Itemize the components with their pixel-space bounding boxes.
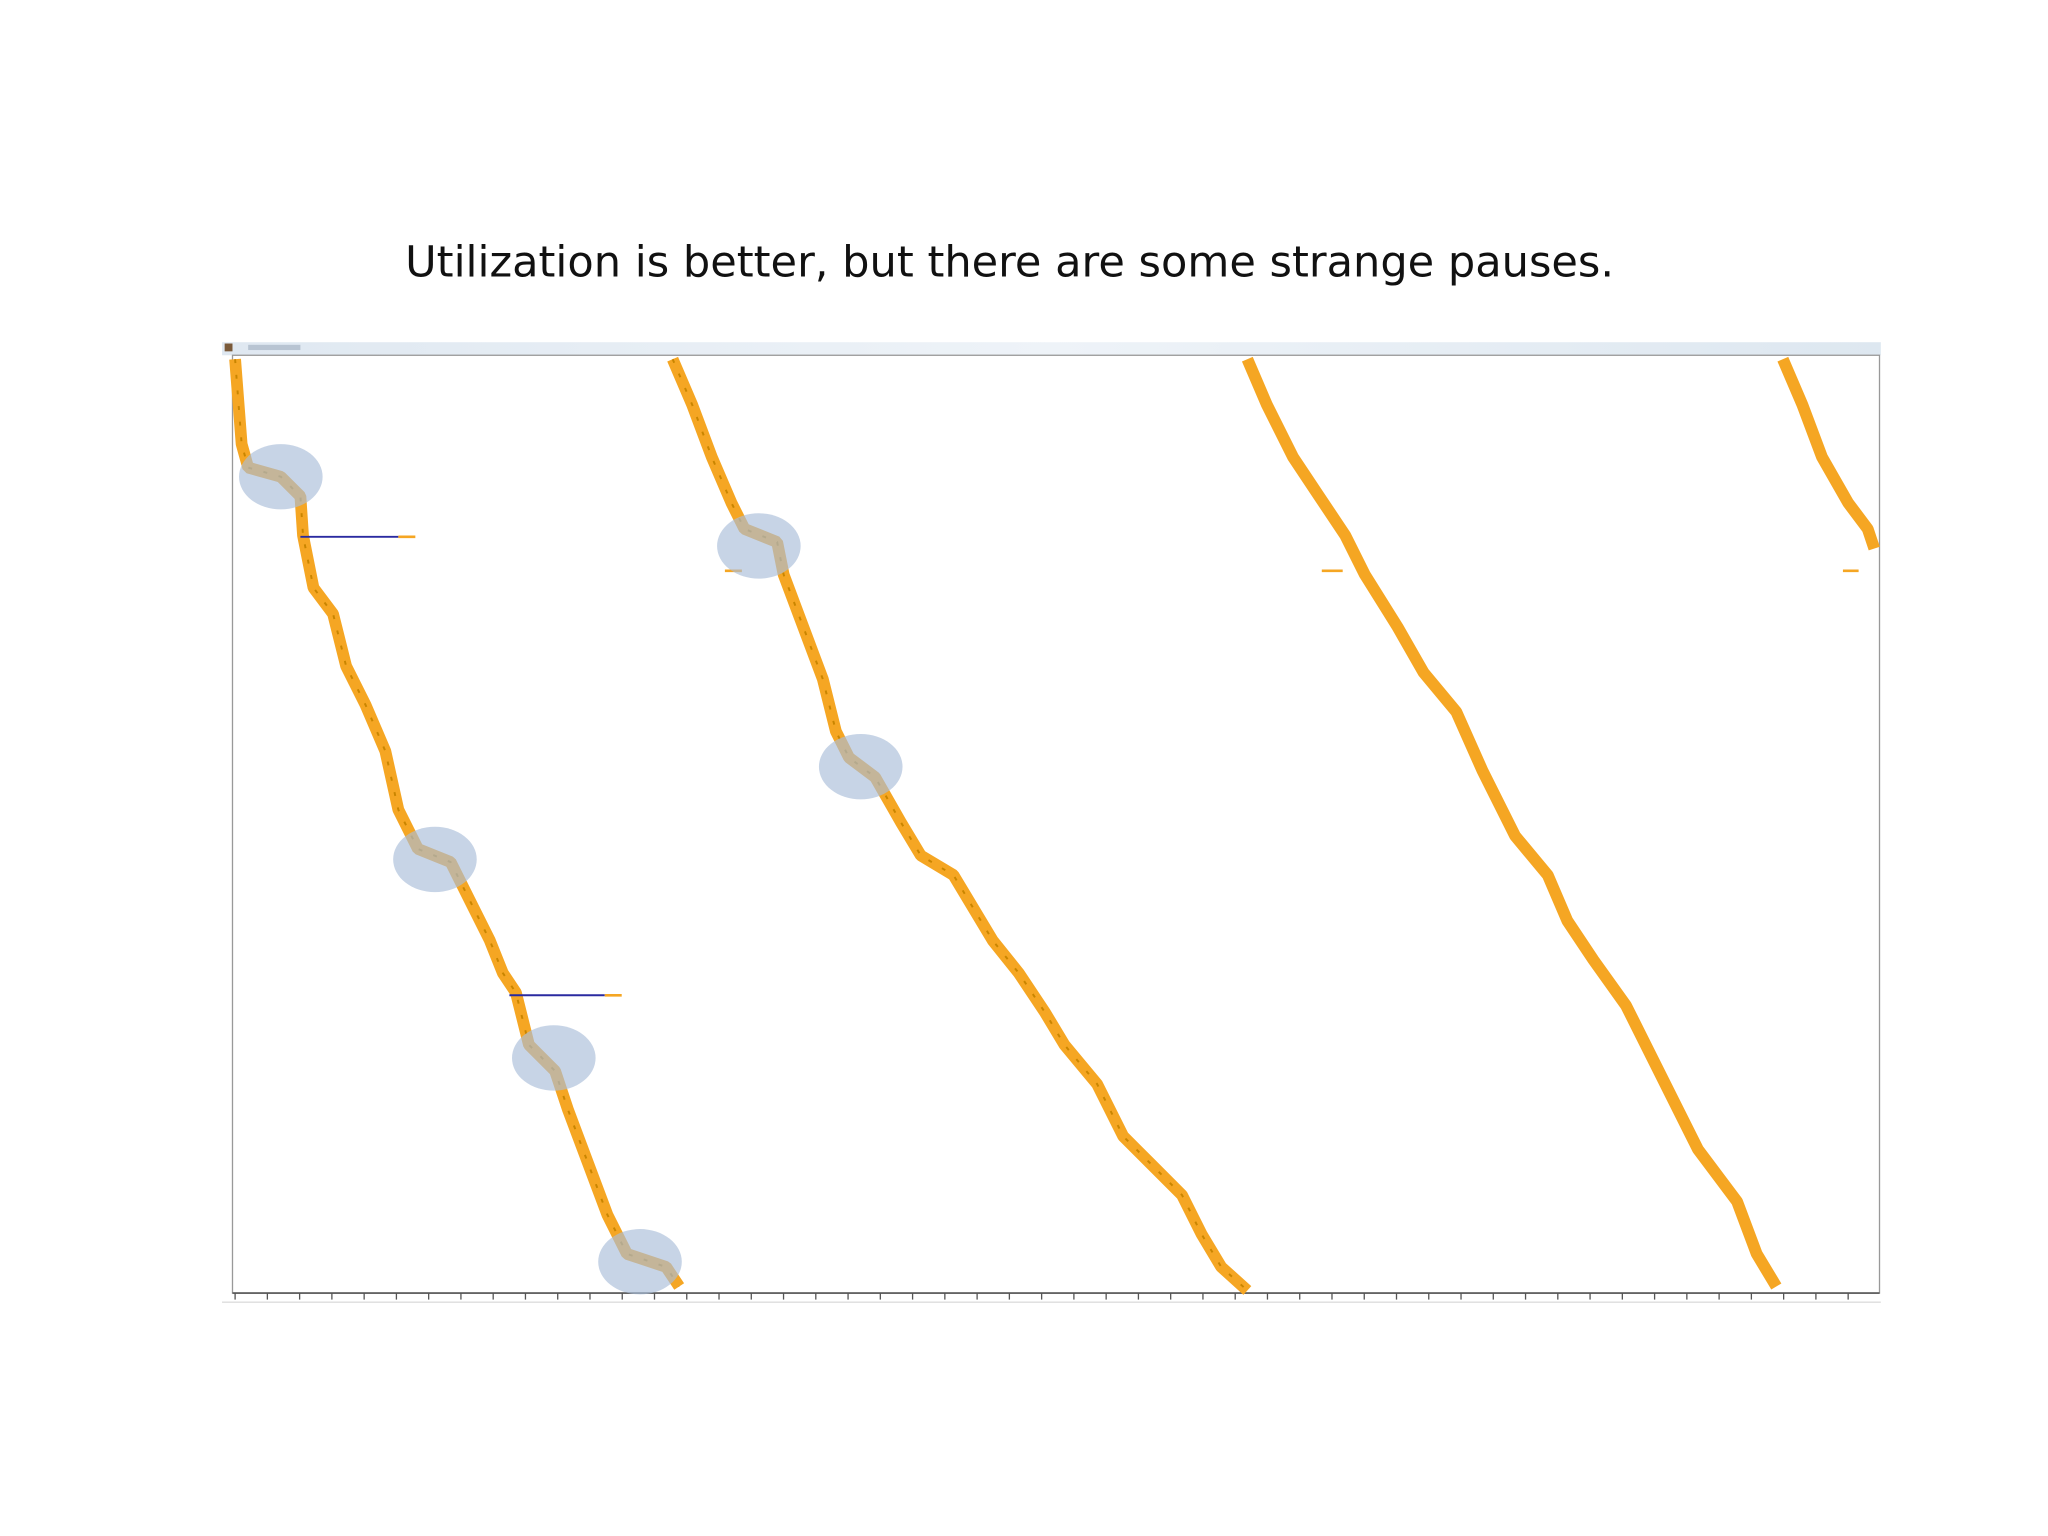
pause-highlight (512, 1025, 596, 1091)
slide-title: Utilization is better, but there are som… (405, 238, 1614, 288)
pause-highlight (818, 734, 903, 800)
trace-band (1241, 356, 1782, 1290)
screenshot (222, 342, 1881, 1303)
window-title-bar (222, 342, 1881, 356)
pause-highlight (598, 1229, 682, 1295)
window-caption (248, 344, 301, 351)
window-icon (224, 343, 233, 352)
pause-highlight (393, 826, 477, 893)
plot-area (231, 354, 1881, 1294)
trace-band (1777, 356, 1880, 551)
pause-highlight (239, 444, 323, 510)
pause-highlight (717, 513, 801, 579)
time-axis (232, 1292, 1880, 1300)
